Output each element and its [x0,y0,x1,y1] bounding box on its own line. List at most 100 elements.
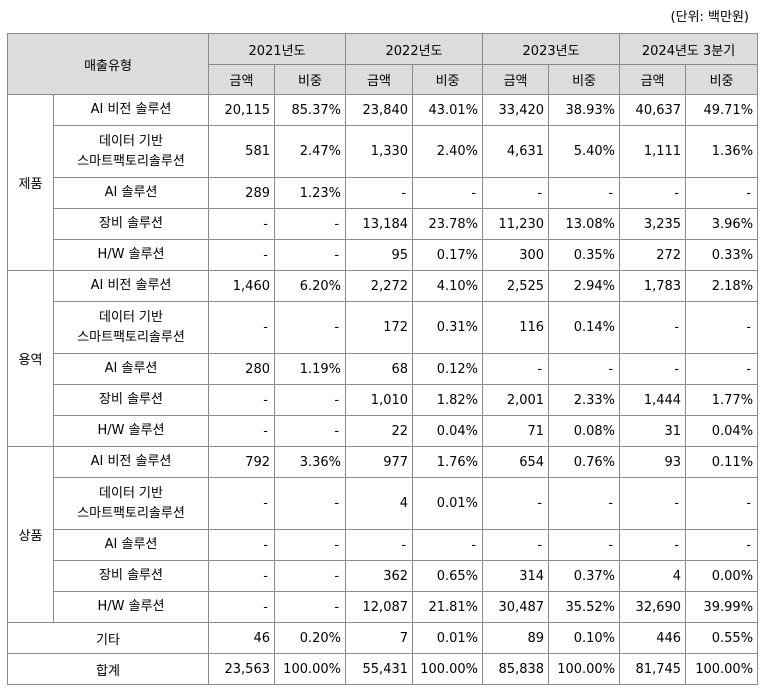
group-label: 제품 [7,94,54,271]
ratio-cell: - [548,177,621,209]
amount-cell: 1,783 [619,270,687,302]
amount-cell: 4 [619,560,687,592]
ratio-cell: - [412,177,484,209]
amount-cell: 116 [482,301,550,354]
ratio-cell: - [685,353,759,385]
amount-cell: 280 [208,353,275,385]
header-row-years: 매출유형 2021년도 2022년도 2023년도 2024년도 3분기 [7,33,759,95]
header-year-2022: 2022년도 [345,33,484,65]
amount-cell: - [482,529,550,561]
ratio-cell: 1.77% [685,384,759,416]
amount-cell: - [482,353,550,385]
row-label-line: 데이터 기반 [99,485,163,501]
amount-cell: - [208,415,275,447]
ratio-cell: 1.76% [412,446,484,478]
amount-cell: 1,460 [208,270,275,302]
ratio-cell: - [273,415,347,447]
row-label-line: 데이터 기반 [99,133,163,149]
amount-cell: 2,272 [345,270,414,302]
ratio-cell: 4.10% [412,270,484,302]
ratio-cell: 0.10% [548,622,621,654]
table-row: 장비 솔루션 - -362 0.65% 314 0.37% 4 0.00% [8,560,759,592]
ratio-cell: 0.01% [412,477,484,530]
ratio-cell: 1.23% [273,177,347,209]
ratio-cell: 0.11% [685,446,759,478]
ratio-cell: 0.12% [412,353,484,385]
ratio-cell: 85.37% [273,94,347,126]
ratio-cell: - [548,529,621,561]
group-label: 용역 [7,270,54,447]
ratio-cell: 43.01% [412,94,484,126]
row-label: AI 비전 솔루션 [53,94,209,126]
amount-cell: - [208,208,275,240]
amount-cell: - [208,477,275,530]
header-type: 매출유형 [7,33,209,95]
other-label: 기타 [7,622,209,654]
header-amount: 금액 [208,64,275,95]
row-label: 장비 솔루션 [53,208,209,240]
amount-cell: 172 [345,301,414,354]
ratio-cell: 1.19% [273,353,347,385]
ratio-cell: 2.47% [273,125,347,178]
amount-cell: 1,330 [345,125,414,178]
ratio-cell: 21.81% [412,591,484,623]
ratio-cell: 100.00% [273,653,347,685]
table-row: AI 솔루션 289 1.23% - - - - - - [8,177,759,209]
header-year-2024q3: 2024년도 3분기 [619,33,759,65]
table-row: H/W 솔루션 - -95 0.17% 300 0.35% 272 0.33% [8,239,759,271]
row-label: 장비 솔루션 [53,384,209,416]
ratio-cell: 2.94% [548,270,621,302]
amount-cell: 71 [482,415,550,447]
row-label: AI 비전 솔루션 [53,446,209,478]
ratio-cell: 2.40% [412,125,484,178]
amount-cell: - [619,529,687,561]
amount-cell: 300 [482,239,550,271]
header-year-2023: 2023년도 [482,33,621,65]
ratio-cell: - [273,301,347,354]
ratio-cell: 0.55% [685,622,759,654]
ratio-cell: - [548,353,621,385]
ratio-cell: 0.17% [412,239,484,271]
ratio-cell: - [548,477,621,530]
ratio-cell: 0.76% [548,446,621,478]
table-row: AI 솔루션 280 1.19% 68 0.12% - - - - [8,353,759,385]
ratio-cell: 0.14% [548,301,621,354]
amount-cell: 1,010 [345,384,414,416]
amount-cell: 22 [345,415,414,447]
header-ratio: 비중 [273,64,347,95]
ratio-cell: 3.96% [685,208,759,240]
ratio-cell: 1.82% [412,384,484,416]
ratio-cell: 0.20% [273,622,347,654]
header-amount: 금액 [345,64,414,95]
ratio-cell: - [273,529,347,561]
table-row: AI 솔루션 - - - - - - - - [8,529,759,561]
ratio-cell: 2.18% [685,270,759,302]
amount-cell: 33,420 [482,94,550,126]
amount-cell: 314 [482,560,550,592]
ratio-cell: - [685,477,759,530]
row-label: AI 솔루션 [53,529,209,561]
row-label-line: 스마트팩토리솔루션 [77,505,185,521]
ratio-cell: - [273,384,347,416]
ratio-cell: 5.40% [548,125,621,178]
ratio-cell: - [273,477,347,530]
amount-cell: 81,745 [619,653,687,685]
amount-cell: 362 [345,560,414,592]
group-label: 상품 [7,446,54,623]
header-amount: 금액 [482,64,550,95]
amount-cell: 85,838 [482,653,550,685]
ratio-cell: 0.04% [412,415,484,447]
header-ratio: 비중 [548,64,621,95]
amount-cell: - [619,353,687,385]
amount-cell: - [619,477,687,530]
amount-cell: 23,840 [345,94,414,126]
amount-cell: 13,184 [345,208,414,240]
header-row-metrics: 금액 비중 금액 비중 금액 비중 금액 비중 [8,64,759,95]
header-amount: 금액 [619,64,687,95]
ratio-cell: 13.08% [548,208,621,240]
amount-cell: - [208,301,275,354]
amount-cell: 1,444 [619,384,687,416]
table-row: 장비 솔루션 - -1,010 1.82% 2,001 2.33% 1,444 1.77% [8,384,759,416]
amount-cell: 55,431 [345,653,414,685]
